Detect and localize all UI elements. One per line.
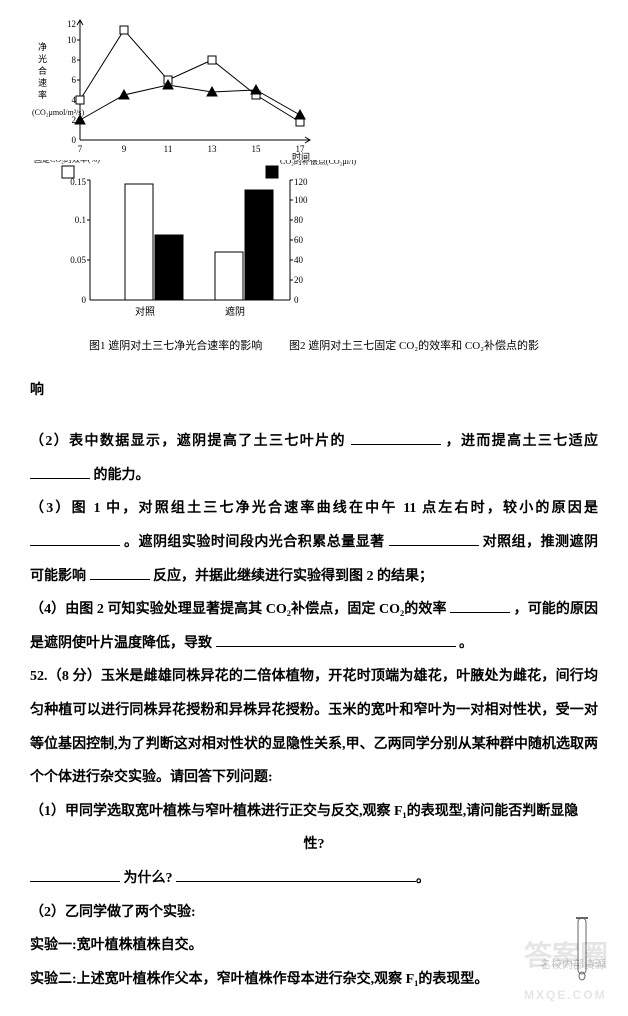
svg-text:60: 60 (294, 235, 304, 245)
question-body: （2）表中数据显示，遮阴提高了土三七叶片的 ，进而提高土三七适应 的能力。 （3… (30, 425, 598, 996)
text-3b: 。遮阴组实验时间段内光合积累总量显著 (124, 535, 385, 550)
svg-text:固定CO₂的效率(%): 固定CO₂的效率(%) (34, 160, 100, 164)
svg-text:11: 11 (164, 144, 173, 154)
text-3d: 反应，并据此继续进行实验得到图 2 的结果； (153, 569, 433, 584)
svg-text:15: 15 (252, 144, 262, 154)
svg-text:0.05: 0.05 (70, 255, 86, 265)
q52-1-line1: （1）甲同学选取宽叶植株与窄叶植株进行正交与反交,观察 F₁的表现型,请问能否判… (30, 795, 598, 829)
line-chart-figure-1: 0 2 4 6 8 10 12 7 9 11 (30, 10, 330, 160)
svg-text:40: 40 (294, 255, 304, 265)
q52-2a: （2）乙同学做了两个实验: (30, 896, 598, 930)
blank-3-3 (90, 565, 150, 580)
figure-captions: 图1 遮阴对土三七净光合速率的影响 图2 遮阴对土三七固定 CO₂的效率和 CO… (30, 338, 598, 356)
svg-text:12: 12 (67, 19, 76, 29)
text-4a: （4）由图 2 可知实验处理显著提高其 CO₂补偿点，固定 CO₂的效率 (30, 602, 447, 617)
q52-2c: 实验二:上述宽叶植株作父本，窄叶植株作母本进行杂交,观察 F₁的表现型。 (30, 963, 598, 997)
q52-1-line2: 性? (30, 828, 598, 862)
svg-text:合: 合 (38, 65, 47, 76)
text-2a: （2）表中数据显示，遮阴提高了土三七叶片的 (30, 434, 346, 449)
svg-text:0: 0 (82, 295, 87, 305)
blank-52-1b (176, 867, 416, 882)
svg-text:10: 10 (67, 35, 77, 45)
svg-text:0: 0 (294, 295, 299, 305)
figure-1-container: 0 2 4 6 8 10 12 7 9 11 (30, 10, 598, 330)
svg-text:20: 20 (294, 275, 304, 285)
para-4: （4）由图 2 可知实验处理显著提高其 CO₂补偿点，固定 CO₂的效率 ，可能… (30, 593, 598, 660)
svg-text:0.1: 0.1 (75, 215, 86, 225)
text-2b: ，进而提高土三七适应 (446, 434, 598, 449)
svg-text:0: 0 (72, 135, 77, 145)
para-3: （3）图 1 中，对照组土三七净光合速率曲线在中午 11 点左右时，较小的原因是… (30, 492, 598, 593)
caption-fig2-continued: 响 (30, 374, 598, 408)
svg-text:率: 率 (38, 89, 47, 100)
q52-2b: 实验一:宽叶植株植株自交。 (30, 929, 598, 963)
page-container: 0 2 4 6 8 10 12 7 9 11 (0, 0, 628, 1016)
blank-3-1 (30, 531, 120, 546)
blank-4-1 (450, 598, 510, 613)
svg-text:80: 80 (294, 215, 304, 225)
svg-text:7: 7 (78, 144, 83, 154)
bar-chart-figure-2: 固定CO₂的效率(%) CO₂的补偿点(CO₂μl/l) 0 0.05 0.1 … (30, 160, 370, 330)
svg-text:光: 光 (38, 53, 47, 64)
blank-4-2 (216, 632, 456, 647)
text-3a: （3）图 1 中，对照组土三七净光合速率曲线在中午 11 点左右时，较小的原因是 (30, 501, 598, 516)
svg-text:CO₂的补偿点(CO₂μl/l): CO₂的补偿点(CO₂μl/l) (280, 160, 356, 166)
svg-text:(CO₂μmol/m²/s): (CO₂μmol/m²/s) (32, 108, 84, 117)
svg-text:速: 速 (38, 78, 47, 88)
blank-2-1 (351, 430, 441, 445)
svg-text:100: 100 (294, 195, 308, 205)
q52-1-line3: 为什么? 。 (30, 862, 598, 896)
svg-text:6: 6 (72, 75, 77, 85)
svg-text:9: 9 (122, 144, 127, 154)
question-52-intro: 52.（8 分）玉米是雌雄同株异花的二倍体植物，开花时顶端为雄花，叶腋处为雌花，… (30, 660, 598, 794)
text-4c: 。 (459, 636, 473, 651)
svg-text:净: 净 (38, 41, 47, 52)
svg-text:遮阴: 遮阴 (225, 305, 245, 318)
caption-fig1: 图1 遮阴对土三七净光合速率的影响 (89, 338, 262, 356)
svg-text:120: 120 (294, 177, 308, 187)
svg-text:0.15: 0.15 (70, 177, 86, 187)
para-2: （2）表中数据显示，遮阴提高了土三七叶片的 ，进而提高土三七适应 的能力。 (30, 425, 598, 492)
svg-text:时间: 时间 (292, 151, 310, 160)
svg-text:13: 13 (208, 144, 218, 154)
text-2c: 的能力。 (94, 468, 150, 483)
blank-3-2 (389, 531, 479, 546)
text-52-1c: 为什么? (124, 871, 173, 886)
svg-text:对照: 对照 (135, 305, 155, 318)
caption-fig2: 图2 遮阴对土三七固定 CO₂的效率和 CO₂补偿点的影 (289, 338, 539, 356)
blank-52-1a (30, 867, 120, 882)
test-tube-icon (572, 916, 592, 986)
svg-text:8: 8 (72, 55, 77, 65)
blank-2-2 (30, 464, 90, 479)
